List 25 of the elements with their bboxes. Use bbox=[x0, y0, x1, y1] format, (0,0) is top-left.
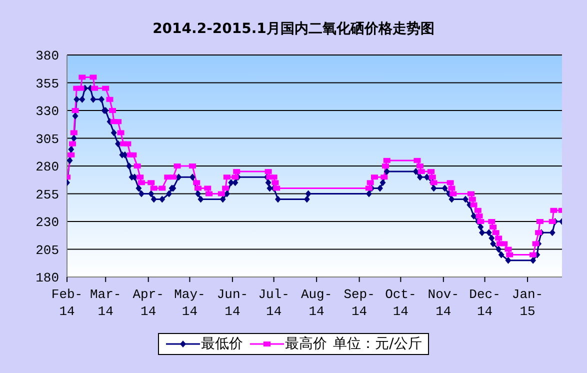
x-tick-label: Mar-14 bbox=[90, 287, 122, 319]
x-tick-label: Dec-14 bbox=[469, 287, 500, 319]
x-tick-label: Oct-14 bbox=[385, 287, 416, 319]
y-tick-label: 205 bbox=[36, 242, 59, 258]
y-tick-label: 180 bbox=[36, 270, 59, 286]
y-tick-label: 380 bbox=[36, 48, 59, 64]
y-tick-label: 330 bbox=[36, 104, 59, 120]
legend-label: 最低价 bbox=[201, 336, 244, 352]
x-tick-label: Apr-14 bbox=[132, 287, 164, 319]
y-tick-label: 305 bbox=[36, 132, 59, 147]
x-tick-label: Jan-15 bbox=[512, 287, 544, 319]
x-tick-label: Aug-14 bbox=[300, 287, 332, 319]
x-tick-label: Jul-14 bbox=[258, 287, 290, 319]
legend-label: 最高价 bbox=[285, 336, 328, 352]
x-tick-label: Feb-14 bbox=[51, 287, 83, 319]
chart-title: 2014.2-2015.1月国内二氧化硒价格走势图 bbox=[152, 20, 436, 38]
text: 单位：元/公斤 bbox=[333, 336, 422, 352]
x-tick-label: Nov-14 bbox=[428, 287, 460, 319]
x-tick-label: May-14 bbox=[174, 287, 206, 319]
y-tick-label: 280 bbox=[36, 160, 59, 175]
y-tick-label: 255 bbox=[36, 187, 59, 202]
x-tick-label: Jun-14 bbox=[216, 287, 248, 319]
y-tick-label: 230 bbox=[36, 215, 59, 230]
x-tick-label: Sep-14 bbox=[344, 287, 375, 319]
y-tick-label: 355 bbox=[36, 76, 59, 92]
